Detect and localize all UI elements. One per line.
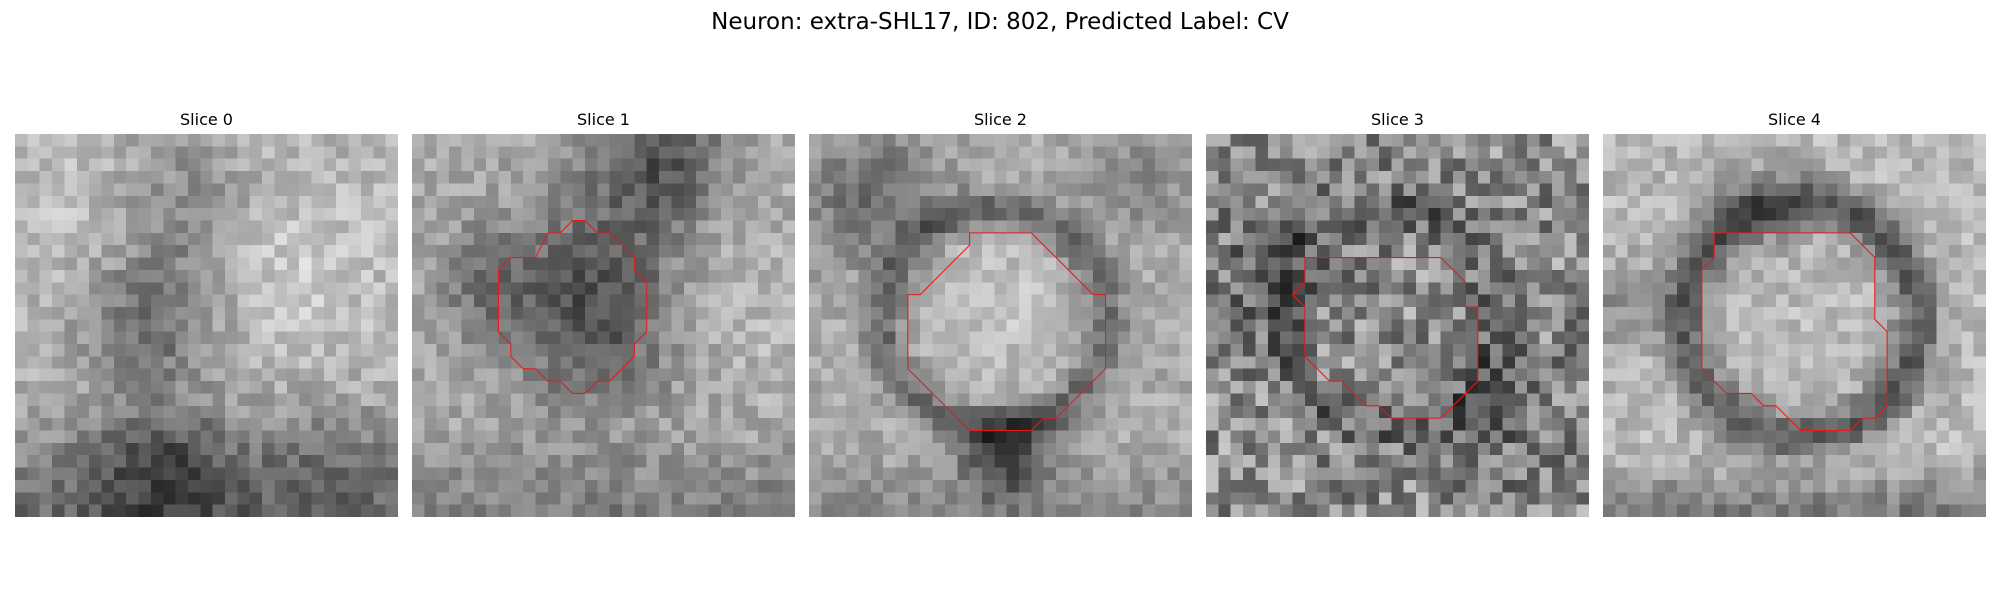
slice-panel-1: Slice 1: [412, 109, 795, 522]
slice-panel-3: Slice 3: [1206, 109, 1589, 522]
slice-title: Slice 2: [974, 110, 1027, 129]
slice-panel-0: Slice 0: [15, 109, 398, 522]
slice-panel-2: Slice 2: [809, 109, 1192, 522]
slice-panel-4: Slice 4: [1603, 109, 1986, 522]
segmentation-contour: [497, 219, 648, 394]
slice-title: Slice 1: [577, 110, 630, 129]
slice-image: [15, 134, 398, 517]
segmentation-contour: [1291, 257, 1479, 419]
slice-title: Slice 4: [1768, 110, 1821, 129]
slice-image: [1206, 134, 1589, 517]
slice-title: Slice 0: [180, 110, 233, 129]
slice-image: [809, 134, 1192, 517]
figure-title: Neuron: extra-SHL17, ID: 802, Predicted …: [711, 9, 1289, 35]
segmentation-contour: [907, 232, 1107, 432]
slice-image: [1603, 134, 1986, 517]
slice-image: [412, 134, 795, 517]
segmentation-contour: [1701, 232, 1888, 432]
slice-title: Slice 3: [1371, 110, 1424, 129]
